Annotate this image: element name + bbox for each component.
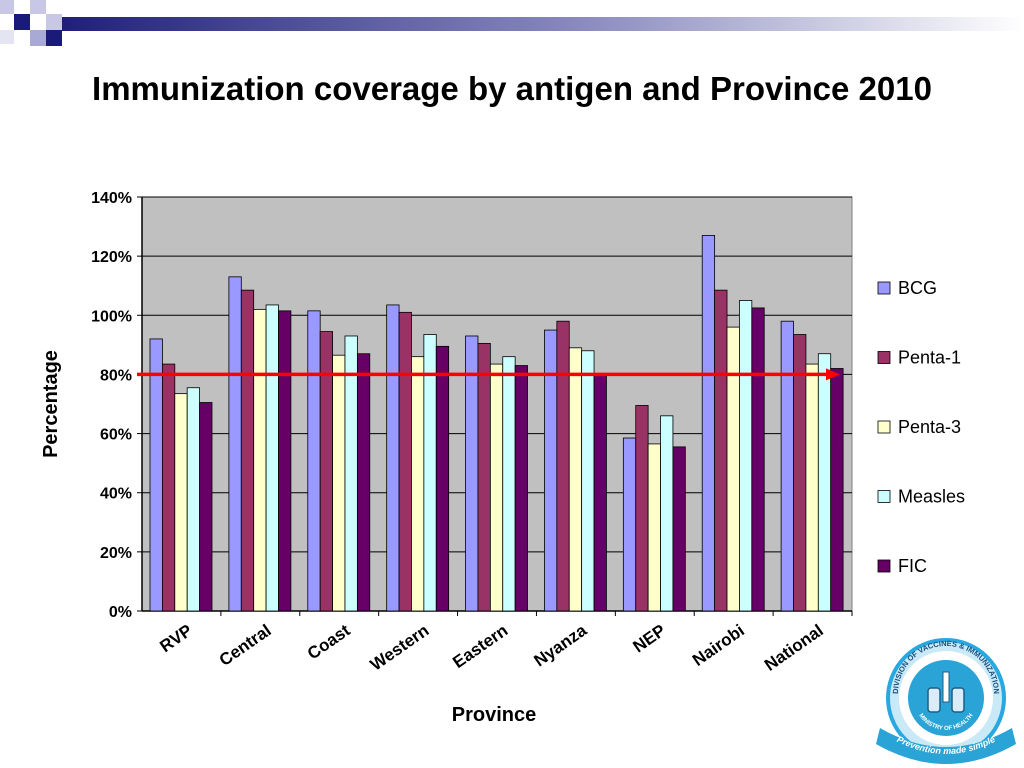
legend-label: Measles	[898, 487, 965, 507]
x-tick-label: Coast	[304, 621, 354, 664]
bar-penta-3	[726, 326, 740, 612]
legend-swatch	[877, 420, 891, 434]
y-tick-label: 120%	[91, 249, 132, 266]
bar-fic	[514, 365, 528, 612]
bar-fic	[278, 310, 292, 612]
reference-arrow-icon	[826, 368, 840, 381]
deco-square	[30, 0, 46, 14]
bar-bcg	[544, 329, 558, 612]
bar-bcg	[149, 338, 163, 612]
bar-penta-3	[174, 393, 188, 612]
syringe-icon	[942, 671, 950, 703]
vaccine-vial-icon	[927, 687, 941, 713]
y-tick-label: 100%	[91, 308, 132, 325]
bar-bcg	[780, 320, 794, 612]
y-axis-title: Percentage	[40, 350, 62, 458]
slide-title: Immunization coverage by antigen and Pro…	[92, 70, 932, 107]
bar-measles	[344, 335, 358, 612]
bar-fic	[593, 374, 607, 612]
deco-square	[0, 0, 14, 14]
bar-bcg	[228, 276, 242, 612]
bar-penta-1	[714, 289, 728, 612]
ministry-logo: DIVISION OF VACCINES & IMMUNIZATION MINI…	[876, 638, 1016, 764]
title-band	[60, 17, 1024, 31]
bar-bcg	[307, 310, 321, 612]
bar-measles	[739, 300, 753, 612]
bar-fic	[356, 353, 371, 612]
legend-swatch	[877, 351, 891, 364]
x-tick-label: Western	[367, 621, 433, 675]
bar-measles	[817, 353, 832, 612]
bar-penta-3	[489, 363, 504, 612]
x-tick-label: Eastern	[449, 621, 511, 672]
bar-penta-1	[240, 289, 255, 612]
legend-swatch	[877, 490, 891, 503]
bar-penta-3	[332, 354, 346, 612]
bar-bcg	[622, 437, 637, 612]
bar-measles	[186, 387, 200, 612]
corner-decoration	[0, 0, 1024, 46]
bar-penta-1	[398, 311, 412, 612]
x-tick-label: RVP	[156, 621, 195, 656]
y-tick-label: 60%	[100, 427, 132, 444]
bar-fic	[751, 307, 765, 612]
y-tick-label: 80%	[100, 367, 132, 384]
legend-label: FIC	[898, 556, 927, 576]
deco-square	[14, 14, 30, 30]
bar-measles	[502, 356, 516, 612]
bar-bcg	[465, 335, 479, 612]
deco-square	[46, 30, 62, 46]
bar-penta-1	[161, 363, 176, 612]
x-tick-label: Nyanza	[531, 620, 591, 670]
bar-penta-1	[635, 405, 649, 612]
bar-measles	[581, 350, 595, 612]
deco-square	[0, 30, 14, 44]
bar-penta-1	[477, 342, 491, 612]
bar-fic	[435, 345, 450, 612]
legend-swatch	[877, 281, 891, 295]
bar-fic	[830, 368, 844, 612]
y-tick-label: 140%	[91, 190, 132, 207]
legend-label: Penta-1	[898, 348, 961, 368]
x-tick-label: Nairobi	[689, 621, 748, 670]
legend-swatch	[877, 559, 891, 573]
deco-square	[30, 30, 46, 46]
x-tick-label: National	[761, 621, 827, 675]
legend-label: Penta-3	[898, 417, 961, 437]
bar-measles	[265, 304, 279, 612]
bar-fic	[199, 402, 213, 612]
bar-penta-3	[805, 363, 819, 612]
x-tick-label: Central	[216, 621, 275, 670]
x-axis-title: Province	[452, 704, 536, 726]
bar-fic	[672, 446, 686, 612]
bar-measles	[660, 415, 674, 612]
bar-penta-3	[411, 356, 425, 612]
logo-ribbon	[876, 728, 1016, 764]
bar-bcg	[386, 304, 400, 612]
vaccine-vial-icon	[951, 687, 965, 713]
bar-penta-3	[253, 308, 267, 612]
bar-penta-1	[556, 320, 570, 612]
bar-penta-3	[568, 347, 583, 612]
bar-penta-3	[647, 443, 661, 612]
deco-square	[46, 14, 62, 30]
x-tick-label: NEP	[630, 621, 670, 657]
y-tick-label: 40%	[100, 486, 132, 503]
bar-bcg	[701, 235, 716, 612]
y-tick-label: 20%	[100, 545, 132, 562]
y-tick-label: 0%	[109, 604, 132, 621]
legend-label: BCG	[898, 278, 937, 298]
